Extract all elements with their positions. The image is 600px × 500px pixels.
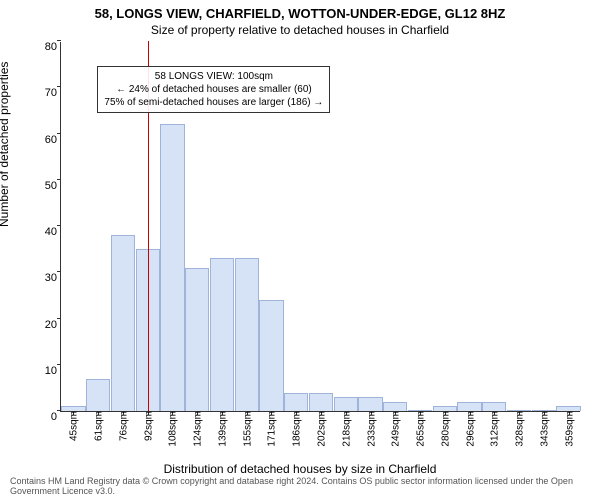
histogram-bar <box>383 402 407 411</box>
x-tick-label: 328sqm <box>513 411 526 447</box>
x-tick-label: 343sqm <box>537 411 550 447</box>
histogram-bar <box>235 258 259 411</box>
y-tick-label: 20 <box>45 319 61 331</box>
y-axis-label: Number of detached properties <box>0 62 11 227</box>
annotation-line: 75% of semi-detached houses are larger (… <box>104 96 323 109</box>
x-tick-label: 171sqm <box>265 411 278 447</box>
x-tick-label: 45sqm <box>67 411 80 441</box>
x-tick-label: 186sqm <box>290 411 303 447</box>
x-tick-label: 233sqm <box>364 411 377 447</box>
y-tick-mark <box>57 271 61 272</box>
y-tick-label: 30 <box>45 272 61 284</box>
histogram-bar <box>457 402 481 411</box>
histogram-bar <box>86 379 110 411</box>
histogram-bar <box>284 393 308 412</box>
chart-title: 58, LONGS VIEW, CHARFIELD, WOTTON-UNDER-… <box>0 6 600 21</box>
histogram-bar <box>259 300 283 411</box>
y-tick-mark <box>57 225 61 226</box>
y-tick-mark <box>57 318 61 319</box>
annotation-box: 58 LONGS VIEW: 100sqm← 24% of detached h… <box>97 66 330 113</box>
x-tick-label: 61sqm <box>92 411 105 441</box>
x-tick-label: 124sqm <box>191 411 204 447</box>
x-tick-label: 280sqm <box>438 411 451 447</box>
x-tick-label: 76sqm <box>116 411 129 441</box>
attribution-text: Contains HM Land Registry data © Crown c… <box>10 476 600 496</box>
x-tick-label: 108sqm <box>166 411 179 447</box>
histogram-bar <box>210 258 234 411</box>
x-tick-label: 296sqm <box>463 411 476 447</box>
chart-subtitle: Size of property relative to detached ho… <box>0 23 600 37</box>
x-axis-label: Distribution of detached houses by size … <box>0 462 600 476</box>
x-tick-label: 202sqm <box>315 411 328 447</box>
y-tick-label: 80 <box>45 41 61 53</box>
chart-container: 58, LONGS VIEW, CHARFIELD, WOTTON-UNDER-… <box>0 0 600 500</box>
histogram-bar <box>482 402 506 411</box>
histogram-bar <box>160 124 184 411</box>
y-tick-label: 40 <box>45 226 61 238</box>
histogram-bar <box>185 268 209 411</box>
y-tick-mark <box>57 179 61 180</box>
x-tick-label: 265sqm <box>414 411 427 447</box>
y-tick-mark <box>57 133 61 134</box>
histogram-bar <box>358 397 382 411</box>
x-tick-label: 155sqm <box>240 411 253 447</box>
plot-area: 0102030405060708045sqm61sqm76sqm92sqm108… <box>60 42 580 412</box>
y-tick-label: 60 <box>45 134 61 146</box>
y-tick-mark <box>57 86 61 87</box>
annotation-line: 58 LONGS VIEW: 100sqm <box>104 70 323 83</box>
x-tick-label: 92sqm <box>141 411 154 441</box>
y-tick-label: 70 <box>45 87 61 99</box>
annotation-line: ← 24% of detached houses are smaller (60… <box>104 83 323 96</box>
x-tick-label: 312sqm <box>488 411 501 447</box>
x-tick-label: 359sqm <box>562 411 575 447</box>
y-tick-mark <box>57 364 61 365</box>
histogram-bar <box>111 235 135 411</box>
y-tick-label: 10 <box>45 365 61 377</box>
y-tick-label: 0 <box>51 411 61 423</box>
x-tick-label: 218sqm <box>339 411 352 447</box>
x-tick-label: 249sqm <box>389 411 402 447</box>
histogram-bar <box>309 393 333 412</box>
histogram-bar <box>334 397 358 411</box>
x-tick-label: 139sqm <box>215 411 228 447</box>
y-tick-label: 50 <box>45 180 61 192</box>
y-tick-mark <box>57 40 61 41</box>
